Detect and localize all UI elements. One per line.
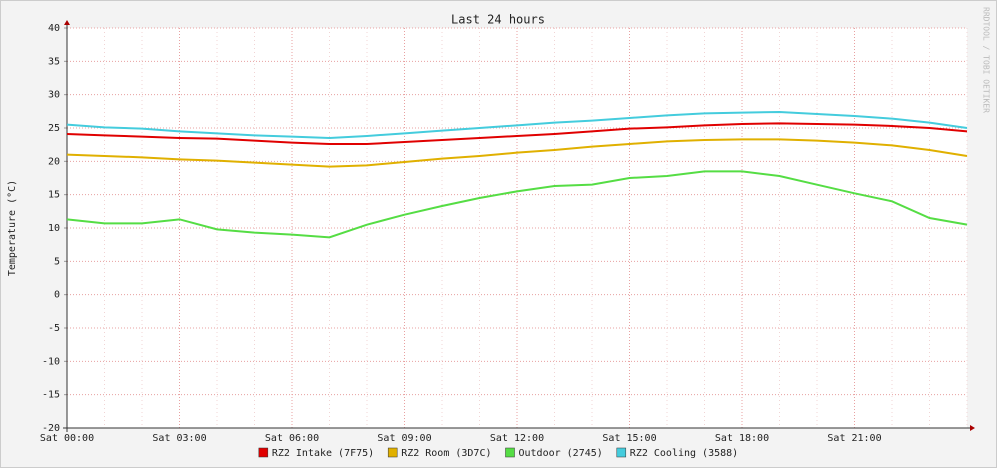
x-tick-label: Sat 21:00 <box>827 433 881 444</box>
series-line <box>66 138 968 168</box>
axis-arrow <box>970 425 975 431</box>
legend-swatch <box>505 447 515 458</box>
x-tick-label: Sat 06:00 <box>265 433 319 444</box>
y-tick-label: -5 <box>48 323 60 334</box>
legend-swatch <box>387 447 398 458</box>
y-tick-label: 0 <box>54 290 60 301</box>
x-tick-label: Sat 09:00 <box>377 433 431 444</box>
x-tick-label: Sat 03:00 <box>152 433 206 444</box>
series-line <box>66 110 968 140</box>
legend-label: Outdoor (2745) <box>519 448 603 459</box>
y-tick-label: -10 <box>42 356 60 367</box>
x-tick-label: Sat 00:00 <box>40 433 94 444</box>
x-tick-label: Sat 15:00 <box>602 433 656 444</box>
x-tick-label: Sat 12:00 <box>490 433 544 444</box>
legend-label: RZ2 Intake (7F75) <box>272 448 374 459</box>
y-tick-label: 35 <box>48 56 60 67</box>
axis-arrow <box>64 20 70 25</box>
y-tick-label: -20 <box>42 423 60 434</box>
y-tick-label: 40 <box>48 23 60 34</box>
legend-swatch <box>616 447 627 458</box>
y-tick-label: 10 <box>48 223 60 234</box>
series-line <box>66 122 968 145</box>
series-line <box>66 170 968 239</box>
y-tick-label: -15 <box>42 390 60 401</box>
x-tick-label: Sat 18:00 <box>715 433 769 444</box>
y-axis-label: Temperature (°C) <box>7 180 18 276</box>
y-tick-label: 25 <box>48 123 60 134</box>
y-tick-label: 15 <box>48 190 60 201</box>
y-tick-label: 30 <box>48 90 60 101</box>
watermark: RRDTOOL / TOBI OETIKER <box>982 7 991 113</box>
legend-swatch <box>258 447 269 458</box>
chart-title: Last 24 hours <box>451 13 545 27</box>
y-tick-label: 20 <box>48 156 60 167</box>
legend-label: RZ2 Cooling (3588) <box>630 448 738 459</box>
y-tick-label: 5 <box>54 256 60 267</box>
legend-label: RZ2 Room (3D7C) <box>401 448 491 459</box>
